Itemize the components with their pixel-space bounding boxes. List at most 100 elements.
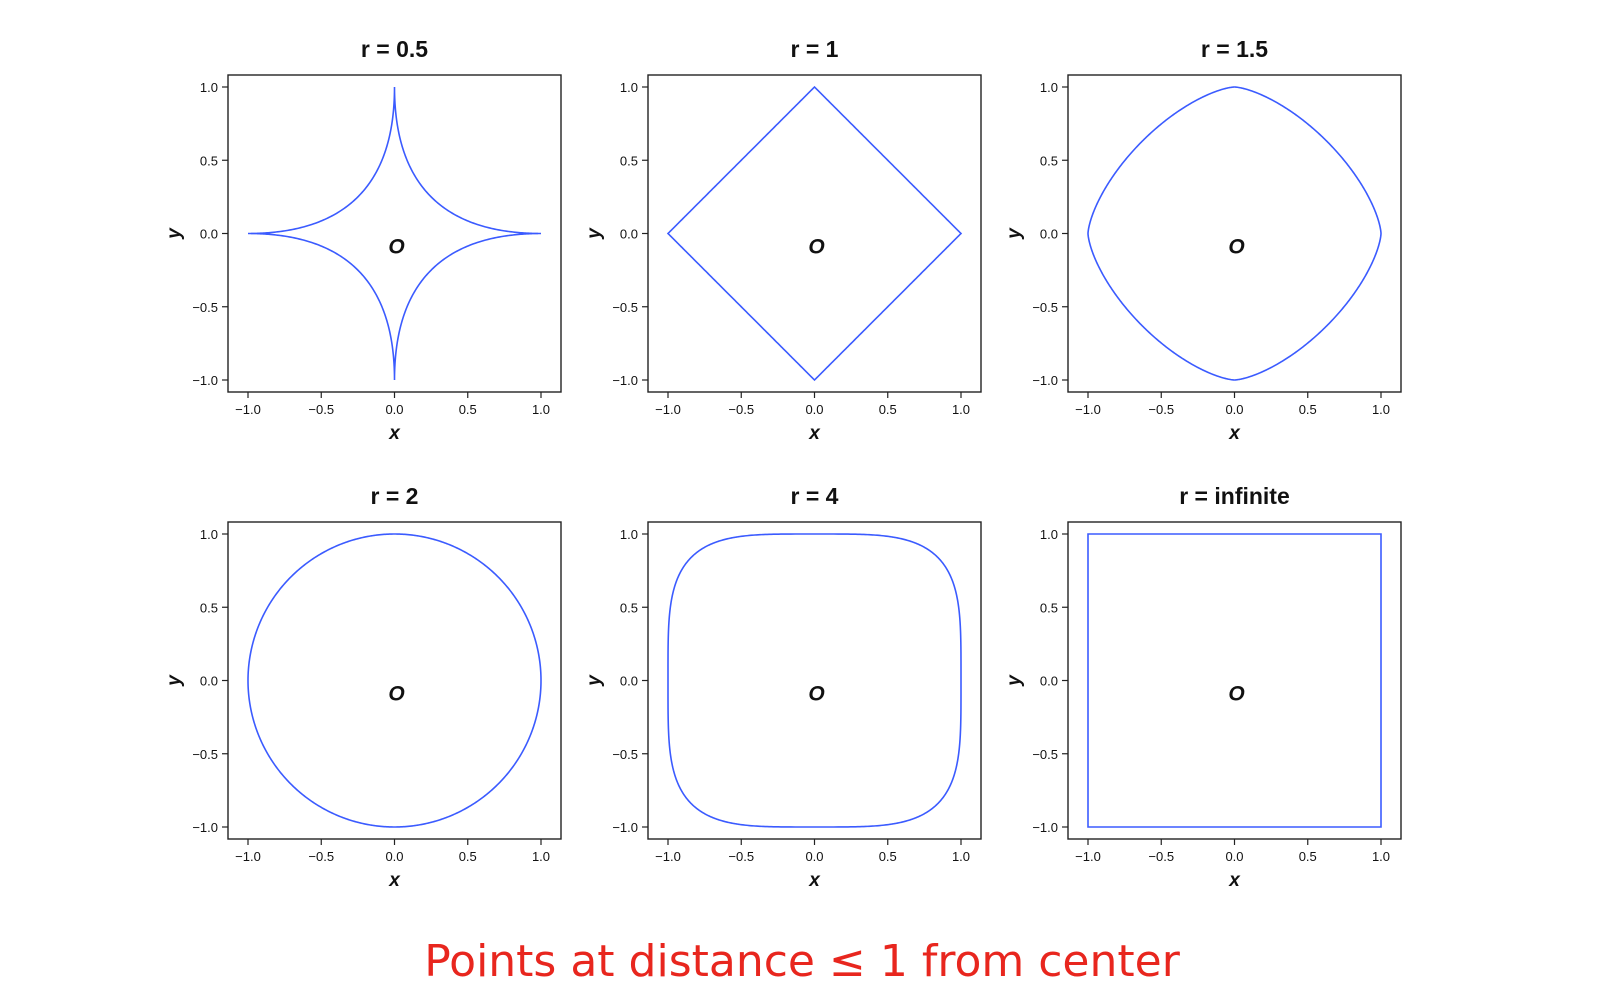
x-tick-label: −1.0 [235, 402, 261, 417]
y-tick-label: −0.5 [612, 300, 638, 315]
x-tick-label: −0.5 [308, 402, 334, 417]
x-tick-label: −0.5 [1148, 402, 1174, 417]
x-tick-label: −0.5 [1148, 849, 1174, 864]
plot-frame [1067, 521, 1402, 840]
x-tick-label: 0.0 [1225, 849, 1243, 864]
x-axis-label: x [388, 870, 401, 891]
x-tick-label: −1.0 [235, 849, 261, 864]
chart-title: r = 0.5 [361, 36, 428, 62]
origin-label: O [1228, 236, 1244, 259]
y-tick-label: 0.5 [1040, 600, 1058, 615]
unit-ball-curve [666, 85, 963, 382]
y-tick-label: 0.5 [1040, 153, 1058, 168]
y-tick-label: 0.0 [1040, 227, 1058, 242]
origin-label: O [808, 683, 824, 706]
y-axis-label: y [164, 227, 185, 240]
x-tick-label: 0.5 [459, 849, 477, 864]
chart-title: r = infinite [1179, 483, 1290, 509]
x-tick-label: 1.0 [952, 402, 970, 417]
origin-label: O [1228, 683, 1244, 706]
y-tick-label: −0.5 [1032, 747, 1058, 762]
y-tick-label: −0.5 [192, 300, 218, 315]
y-tick-label: −1.0 [192, 373, 218, 388]
y-tick-label: −0.5 [1032, 300, 1058, 315]
chart-title: r = 1 [791, 36, 839, 62]
chart-title: r = 2 [371, 483, 419, 509]
x-tick-label: 0.0 [805, 402, 823, 417]
y-tick-label: 0.0 [620, 227, 638, 242]
x-tick-label: −0.5 [728, 849, 754, 864]
x-tick-label: 0.0 [1225, 402, 1243, 417]
chart-panel-6: r = infinite −1.0 −0.5 0.0 0.5 1.0 −1.0 −0.5 0.0… [1004, 483, 1402, 891]
x-axis-label: x [388, 423, 401, 444]
x-tick-label: 1.0 [532, 849, 550, 864]
x-tick-label: 1.0 [532, 402, 550, 417]
y-tick-label: 1.0 [1040, 527, 1058, 542]
chart-panel-1: r = 0.5 −1.0 −0.5 0.0 0.5 1.0 −1.0 −0.5 0.0 0.5 1.… [164, 36, 562, 444]
caption-relation-symbol: ≤ [829, 936, 866, 987]
y-tick-label: −1.0 [612, 373, 638, 388]
plot-frame [227, 521, 562, 840]
x-tick-label: 0.5 [459, 402, 477, 417]
y-axis-label: y [164, 674, 185, 687]
x-tick-label: 0.0 [385, 849, 403, 864]
chart-title: r = 1.5 [1201, 36, 1268, 62]
chart-panel-3: r = 1.5 −1.0 −0.5 0.0 0.5 1.0 −1.0 −0.5 0.0 0.5 1.… [1004, 36, 1402, 444]
y-tick-label: −1.0 [1032, 373, 1058, 388]
figure-caption: Points at distance ≤ 1 from center [0, 936, 1604, 996]
y-tick-label: −0.5 [612, 747, 638, 762]
y-tick-label: −1.0 [192, 820, 218, 835]
unit-ball-curve [248, 87, 541, 380]
y-tick-label: 1.0 [200, 80, 218, 95]
origin-label: O [388, 683, 404, 706]
x-tick-label: −1.0 [655, 402, 681, 417]
unit-ball-curve [1087, 533, 1382, 828]
x-tick-label: −1.0 [1075, 849, 1101, 864]
unit-ball-curve [247, 533, 542, 828]
x-tick-label: 0.0 [805, 849, 823, 864]
y-tick-label: 0.0 [1040, 674, 1058, 689]
x-axis-label: x [808, 423, 821, 444]
x-tick-label: 0.5 [879, 402, 897, 417]
y-tick-label: 1.0 [1040, 80, 1058, 95]
x-tick-label: 0.5 [1299, 402, 1317, 417]
y-tick-label: 0.0 [200, 227, 218, 242]
origin-label: O [808, 236, 824, 259]
x-tick-label: −0.5 [728, 402, 754, 417]
plot-frame [227, 74, 562, 393]
caption-text-after: 1 from center [879, 936, 1180, 987]
y-tick-label: 0.5 [200, 153, 218, 168]
y-tick-label: 0.0 [200, 674, 218, 689]
x-axis-label: x [1228, 870, 1241, 891]
chart-panel-5: r = 4 −1.0 −0.5 0.0 0.5 1.0 −1.0 −0.5 0.0 0.5 1.0 x… [584, 483, 982, 891]
x-tick-label: 1.0 [1372, 849, 1390, 864]
x-axis-label: x [808, 870, 821, 891]
y-tick-label: 1.0 [620, 80, 638, 95]
x-tick-label: −1.0 [1075, 402, 1101, 417]
unit-ball-curve [667, 533, 962, 828]
chart-title: r = 4 [791, 483, 839, 509]
plot-frame [647, 74, 982, 393]
y-tick-label: 0.0 [620, 674, 638, 689]
unit-ball-curve [1087, 86, 1382, 381]
caption-text-before: Points at distance [424, 936, 815, 987]
y-tick-label: −1.0 [612, 820, 638, 835]
origin-label: O [388, 236, 404, 259]
y-tick-label: −1.0 [1032, 820, 1058, 835]
plot-frame [1067, 74, 1402, 393]
y-axis-label: y [584, 674, 605, 687]
x-tick-label: 1.0 [1372, 402, 1390, 417]
figure: r = 0.5 −1.0 −0.5 0.0 0.5 1.0 −1.0 −0.5 0.0 0.5 1.… [164, 36, 1402, 891]
x-tick-label: 0.0 [385, 402, 403, 417]
y-tick-label: 1.0 [620, 527, 638, 542]
x-tick-label: 0.5 [1299, 849, 1317, 864]
y-axis-label: y [584, 227, 605, 240]
y-tick-label: 0.5 [200, 600, 218, 615]
y-tick-label: −0.5 [192, 747, 218, 762]
chart-panel-4: r = 2 −1.0 −0.5 0.0 0.5 1.0 −1.0 −0.5 0.0 0.5 1.0 x… [164, 483, 562, 891]
x-tick-label: 0.5 [879, 849, 897, 864]
y-axis-label: y [1004, 227, 1025, 240]
y-tick-label: 0.5 [620, 153, 638, 168]
y-axis-label: y [1004, 674, 1025, 687]
x-axis-label: x [1228, 423, 1241, 444]
